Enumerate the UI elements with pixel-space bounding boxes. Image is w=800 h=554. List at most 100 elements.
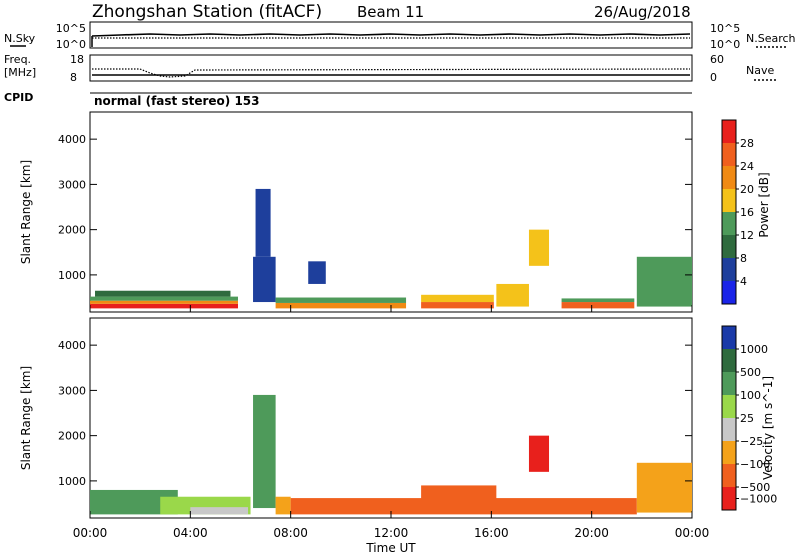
heatmap-region-1-11 [496, 283, 529, 307]
freq-tick-high: 18 [70, 53, 84, 66]
nsky-tick-low: 10^0 [56, 38, 86, 51]
colorbar-tick-label: 100 [740, 389, 761, 402]
y-tick-label: 2000 [58, 224, 86, 237]
colorbar-swatch [722, 258, 736, 282]
colorbar-tick-label: −100 [740, 458, 770, 471]
colorbar-swatch [722, 464, 736, 488]
heatmap-region-2-7 [528, 435, 550, 472]
colorbar-tick-label: 500 [740, 366, 761, 379]
heatmap-region-2-3 [253, 394, 276, 509]
x-tick-label: 20:00 [574, 526, 609, 540]
heatmap-region-2-8 [636, 462, 692, 513]
beam-label: Beam 11 [357, 3, 424, 21]
colorbar-swatch [722, 235, 736, 259]
freq-label: Freq. [4, 53, 31, 66]
colorbar-swatch [722, 212, 736, 236]
heatmap-region-1-12 [528, 229, 550, 266]
colorbar-tick-label: 25 [740, 412, 754, 425]
heatmap-region-1-14 [561, 298, 635, 303]
velocity-colorbar-label: Velocity [m s^-1] [761, 376, 775, 480]
nsearch-tick-high: 10^5 [710, 22, 740, 35]
y-tick-label: 4000 [58, 339, 86, 352]
colorbar-swatch [722, 143, 736, 167]
velocity-plot-frame [89, 317, 693, 519]
colorbar-tick-label: −1000 [740, 493, 777, 506]
heatmap-region-1-8 [308, 261, 326, 284]
heatmap-region-1-3 [95, 290, 231, 297]
colorbar-swatch [722, 395, 736, 419]
y-tick-label: 3000 [58, 178, 86, 191]
heatmap-region-2-4 [275, 496, 291, 515]
heatmap-region-1-13 [561, 302, 635, 309]
nsearch-tick-low: 10^0 [710, 38, 740, 51]
freq-tick-low: 8 [70, 71, 77, 84]
heatmap-region-1-6 [275, 302, 407, 309]
x-tick-label: 12:00 [374, 526, 409, 540]
heatmap-region-1-0 [90, 303, 238, 309]
heatmap-region-2-6 [421, 485, 497, 504]
power-heatmap-panel: 1000 2000 3000 4000 Slant Range [km] 4 8 12 16… [19, 111, 771, 313]
colorbar-swatch [722, 487, 736, 511]
velocity-heatmap-panel: 1000 2000 3000 4000 Slant Range [km] 1000 50… [19, 317, 777, 519]
colorbar-tick-label: 12 [740, 229, 754, 242]
nave-tick-high: 60 [710, 53, 724, 66]
x-tick-label: 08:00 [273, 526, 308, 540]
x-tick-label: 16:00 [474, 526, 509, 540]
colorbar-swatch [722, 120, 736, 144]
heatmap-region-1-15 [636, 256, 692, 307]
colorbar-tick-label: −500 [740, 481, 770, 494]
colorbar-tick-label: 24 [740, 160, 754, 173]
power-colorbar-label: Power [dB] [757, 172, 771, 237]
x-axis-label: Time UT [365, 541, 416, 554]
power-ylabel: Slant Range [km] [19, 160, 33, 264]
y-tick-label: 3000 [58, 384, 86, 397]
y-tick-label: 2000 [58, 430, 86, 443]
colorbar-swatch [722, 281, 736, 305]
nsky-series [91, 33, 691, 37]
freq-unit: [MHz] [4, 66, 36, 79]
heatmap-region-1-9 [421, 302, 494, 309]
freq-panel-frame [89, 54, 693, 82]
y-tick-label: 4000 [58, 133, 86, 146]
power-plot-frame [89, 111, 693, 313]
y-tick-label: 1000 [58, 475, 86, 488]
velocity-ylabel: Slant Range [km] [19, 366, 33, 470]
heatmap-region-1-7 [275, 297, 407, 303]
colorbar-tick-label: 1000 [740, 343, 768, 356]
y-tick-label: 1000 [58, 269, 86, 282]
heatmap-region-2-2 [190, 507, 249, 515]
colorbar-swatch [722, 418, 736, 442]
colorbar-swatch [722, 189, 736, 213]
heatmap-region-1-1 [90, 300, 238, 304]
heatmap-region-1-4 [253, 256, 276, 303]
figure-title: Zhongshan Station (fitACF) [92, 2, 322, 22]
heatmap-region-1-2 [90, 296, 238, 301]
heatmap-region-1-10 [421, 294, 494, 303]
heatmap-region-2-5 [290, 498, 637, 515]
cpid-label: CPID [4, 91, 33, 104]
colorbar-tick-label: 8 [740, 252, 747, 265]
nsky-tick-high: 10^5 [56, 22, 86, 35]
x-tick-label: 00:00 [73, 526, 108, 540]
colorbar-swatch [722, 441, 736, 465]
nsearch-label: N.Search [746, 32, 796, 45]
nave-label: Nave [746, 64, 774, 77]
nsky-label: N.Sky [4, 32, 36, 45]
date-label: 26/Aug/2018 [594, 3, 691, 21]
cpid-text: normal (fast stereo) 153 [94, 94, 260, 108]
colorbar-tick-label: −25 [740, 435, 763, 448]
heatmap-region-1-5 [255, 188, 271, 257]
colorbar-swatch [722, 326, 736, 350]
colorbar-swatch [722, 372, 736, 396]
colorbar-swatch [722, 166, 736, 190]
nave-series [92, 68, 691, 78]
x-tick-label: 04:00 [173, 526, 208, 540]
colorbar-tick-label: 20 [740, 183, 754, 196]
nave-tick-low: 0 [710, 71, 717, 84]
x-tick-label: 00:00 [675, 526, 710, 540]
nsky-panel-frame [89, 21, 693, 49]
colorbar-tick-label: 28 [740, 137, 754, 150]
colorbar-tick-label: 16 [740, 206, 754, 219]
colorbar-swatch [722, 349, 736, 373]
